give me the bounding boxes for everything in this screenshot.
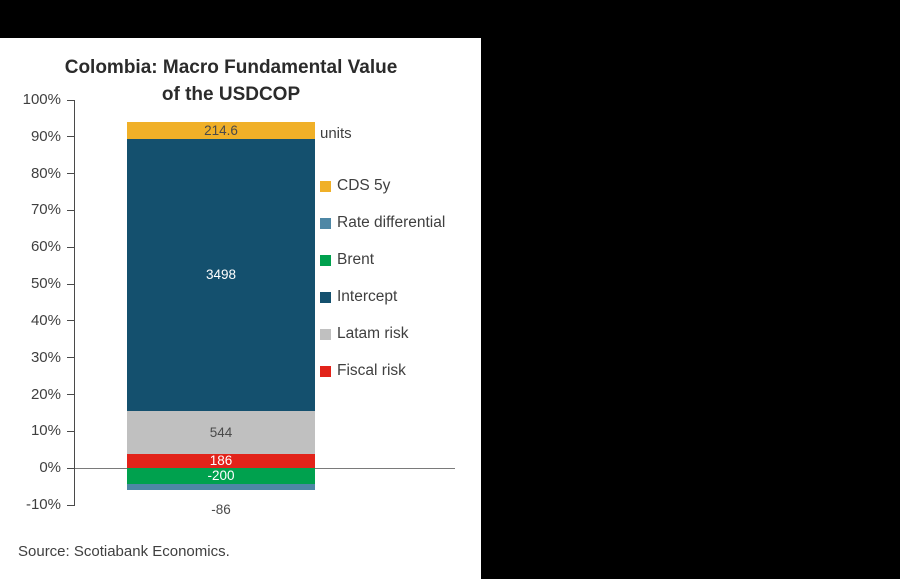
bar-segment-latam-risk <box>127 411 315 454</box>
legend-swatch-cds-5y <box>320 180 331 192</box>
y-axis-label: 40% <box>30 311 61 329</box>
top-black-bar <box>0 0 900 38</box>
y-axis-tick <box>67 99 75 101</box>
bar-segment-fiscal-risk <box>127 453 315 469</box>
legend-label-rate-differential: Rate differential <box>337 214 446 231</box>
y-axis-tick <box>67 320 75 322</box>
y-axis-tick <box>67 209 75 211</box>
y-axis-tick <box>67 430 75 432</box>
legend-label-latam-risk: Latam risk <box>337 325 409 342</box>
bar-value-label-cds-5y: 214.6 <box>204 122 238 138</box>
units-label: units <box>320 125 352 142</box>
legend-label-intercept: Intercept <box>337 288 398 305</box>
y-axis-label: 100% <box>22 91 61 108</box>
y-axis-tick <box>67 283 75 285</box>
legend-label-brent: Brent <box>337 251 375 268</box>
legend-swatch-latam-risk <box>320 328 331 340</box>
y-axis-label: 30% <box>30 348 61 366</box>
bar-segment-rate-differential <box>127 483 315 491</box>
right-black-panel <box>481 38 900 579</box>
legend-swatch-intercept <box>320 291 331 303</box>
y-axis-label: 50% <box>30 275 61 293</box>
legend-item-intercept: Intercept <box>320 287 397 307</box>
chart-title-line2: of the USDCOP <box>161 84 301 105</box>
bar-segment-intercept <box>127 138 315 412</box>
y-axis-label: 0% <box>39 459 61 477</box>
y-axis-label: 60% <box>30 238 61 256</box>
bar-value-label-intercept: 3498 <box>205 267 237 283</box>
bar-segment-cds-5y <box>127 122 315 139</box>
y-axis-label: 20% <box>30 385 61 403</box>
y-axis-tick <box>67 173 75 175</box>
y-axis-tick <box>67 246 75 248</box>
y-axis-label: 80% <box>30 164 61 182</box>
bar-value-label-rate-differential: -86 <box>211 502 231 518</box>
plot-area: 100% 90% 80% 70% 60% 50% 40% 30% 20% 10% 0% -10% 214… <box>23 91 455 517</box>
y-axis-tick <box>67 467 75 469</box>
chart-title-line1: Colombia: Macro Fundamental Value <box>64 57 398 78</box>
y-axis-label: -10% <box>25 496 61 513</box>
source-note: Source: Scotiabank Economics. <box>18 543 230 560</box>
bar-value-label-fiscal-risk: 186 <box>209 452 233 468</box>
legend-swatch-fiscal-risk <box>320 365 331 377</box>
legend-item-fiscal-risk: Fiscal risk <box>320 361 406 381</box>
y-axis-label: 90% <box>30 127 61 145</box>
y-axis-spine <box>74 100 75 505</box>
chart-title: Colombia: Macro Fundamental Value of the… <box>0 54 462 108</box>
y-axis-label: 10% <box>30 422 61 440</box>
y-axis-label: 70% <box>30 201 61 219</box>
y-axis-tick <box>67 394 75 396</box>
y-axis-tick <box>67 136 75 138</box>
legend-swatch-brent <box>320 254 331 266</box>
y-axis-tick <box>67 504 75 506</box>
bar-segment-brent <box>127 468 315 484</box>
bar-value-label-brent: -200 <box>207 467 235 483</box>
legend-swatch-rate-differential <box>320 217 331 229</box>
legend-item-rate-differential: Rate differential <box>320 213 445 233</box>
legend-label-cds-5y: CDS 5y <box>337 177 391 194</box>
bar-value-label-latam-risk: 544 <box>209 424 233 440</box>
legend-item-cds-5y: CDS 5y <box>320 176 390 196</box>
legend-label-fiscal-risk: Fiscal risk <box>337 362 406 379</box>
legend-item-latam-risk: Latam risk <box>320 324 409 344</box>
legend: CDS 5y Rate differential Brent Intercept Lat… <box>320 176 480 416</box>
y-axis-tick <box>67 357 75 359</box>
chart-panel: Colombia: Macro Fundamental Value of the… <box>0 38 481 579</box>
legend-item-brent: Brent <box>320 250 374 270</box>
